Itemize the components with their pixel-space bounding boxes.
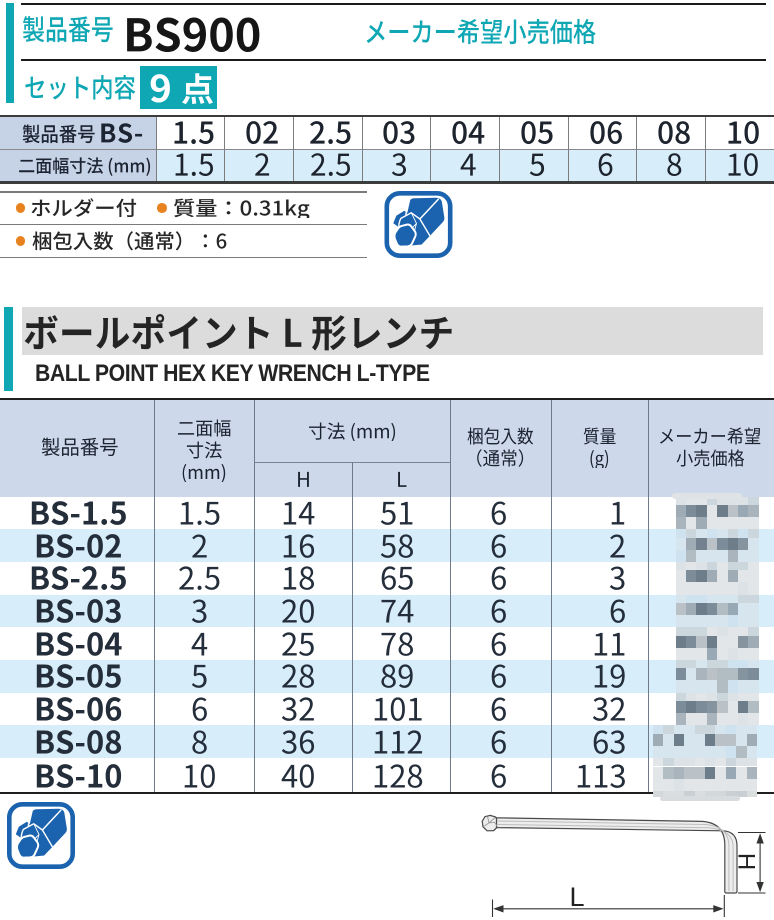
svg-text:H: H bbox=[733, 853, 760, 870]
svg-text:L: L bbox=[569, 882, 584, 912]
